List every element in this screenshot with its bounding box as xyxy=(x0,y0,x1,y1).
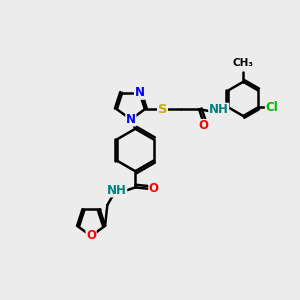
Text: O: O xyxy=(149,182,159,195)
Text: NH: NH xyxy=(107,184,127,197)
Text: Cl: Cl xyxy=(266,101,278,114)
Text: O: O xyxy=(86,230,96,242)
Text: CH₃: CH₃ xyxy=(233,58,254,68)
Text: O: O xyxy=(199,119,208,133)
Text: NH: NH xyxy=(209,103,229,116)
Text: N: N xyxy=(134,86,145,99)
Text: N: N xyxy=(126,113,136,126)
Text: S: S xyxy=(158,103,167,116)
